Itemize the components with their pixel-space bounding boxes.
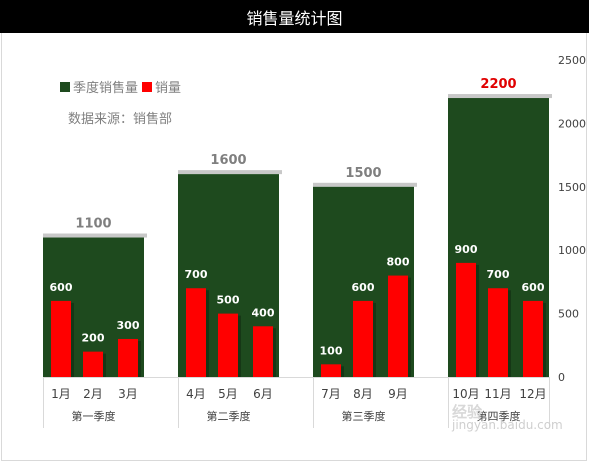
legend-swatch-quarter [60, 81, 70, 92]
month-value-label: 600 [522, 281, 545, 294]
month-bar [488, 288, 508, 377]
month-value-label: 500 [217, 294, 240, 307]
legend-label-quarter: 季度销售量 [73, 81, 139, 96]
month-bar [186, 288, 206, 377]
quarter-value-label: 1100 [75, 217, 111, 232]
quarter-value-label: 2200 [480, 77, 516, 92]
y-tick-label: 2000 [558, 117, 586, 130]
month-bar [83, 351, 103, 377]
legend-swatch-month [142, 81, 153, 92]
month-bar [456, 262, 476, 377]
y-tick-label: 500 [558, 308, 579, 321]
watermark: 经验 jingyan.baidu.com [452, 403, 563, 432]
chart-title-text: 销售量统计图 [246, 8, 343, 28]
y-tick-label: 1000 [558, 244, 586, 257]
month-value-label: 300 [117, 319, 140, 332]
quarter-bar-shadow [448, 94, 552, 99]
month-category-label: 3月 [118, 387, 138, 401]
month-bar [353, 300, 373, 377]
month-bar [218, 313, 238, 377]
month-category-label: 8月 [353, 387, 373, 401]
month-value-label: 200 [82, 332, 105, 345]
quarter-category-label: 第二季度 [207, 409, 251, 423]
month-bars [51, 262, 546, 377]
quarter-value-labels: 1100 1600 1500 2200 [75, 77, 516, 231]
y-tick-label: 2500 [558, 54, 586, 67]
quarter-category-label: 第一季度 [72, 409, 116, 423]
quarter-bar-shadow [313, 182, 417, 187]
data-source-note: 数据来源：销售部 [68, 112, 173, 127]
legend-label-month: 销量 [155, 81, 182, 96]
quarter-bar-shadow [178, 170, 282, 175]
month-value-label: 800 [387, 256, 410, 269]
chart-frame [1, 33, 587, 461]
legend-item-month: 销量 [142, 77, 181, 96]
quarter-value-label: 1600 [210, 153, 246, 168]
month-category-label: 4月 [186, 387, 206, 401]
quarter-category-label: 第三季度 [342, 409, 386, 423]
month-bar [51, 300, 71, 377]
month-value-label: 700 [487, 268, 510, 281]
quarter-value-label: 1500 [345, 166, 381, 181]
month-value-label: 100 [320, 344, 343, 357]
month-bar [388, 275, 408, 377]
month-category-label: 12月 [519, 387, 546, 401]
legend-item-quarter: 季度销售量 [60, 77, 138, 96]
month-value-label: 600 [352, 281, 375, 294]
month-bar [321, 364, 341, 377]
month-value-label: 400 [252, 306, 275, 319]
watermark-brand: 经验 [452, 403, 483, 421]
month-category-label: 10月 [452, 387, 479, 401]
month-bar [523, 300, 543, 377]
month-value-label: 700 [185, 268, 208, 281]
quarter-bar-shadow [43, 233, 147, 238]
quarter-shadows [43, 94, 552, 238]
month-value-labels: 600 200 300 700 500 400 100 600 800 900 700 600 [50, 243, 545, 357]
y-tick-label: 0 [558, 371, 565, 384]
month-bar [118, 338, 138, 377]
legend: 季度销售量 销量 [60, 77, 185, 96]
month-category-label: 6月 [253, 387, 273, 401]
chart-title: 销售量统计图 [0, 0, 589, 33]
y-axis-ticks: 0 500 1000 1500 2000 2500 [558, 54, 586, 384]
month-category-label: 9月 [388, 387, 408, 401]
y-tick-label: 1500 [558, 181, 586, 194]
month-category-label: 2月 [83, 387, 103, 401]
quarter-category-label: 第四季度 [477, 409, 521, 423]
month-bar [253, 326, 273, 377]
month-category-label: 5月 [218, 387, 238, 401]
watermark-url: jingyan.baidu.com [452, 418, 563, 432]
month-category-label: 7月 [321, 387, 341, 401]
month-category-label: 11月 [484, 387, 511, 401]
month-value-label: 900 [455, 243, 478, 256]
month-category-label: 1月 [51, 387, 71, 401]
month-value-label: 600 [50, 281, 73, 294]
